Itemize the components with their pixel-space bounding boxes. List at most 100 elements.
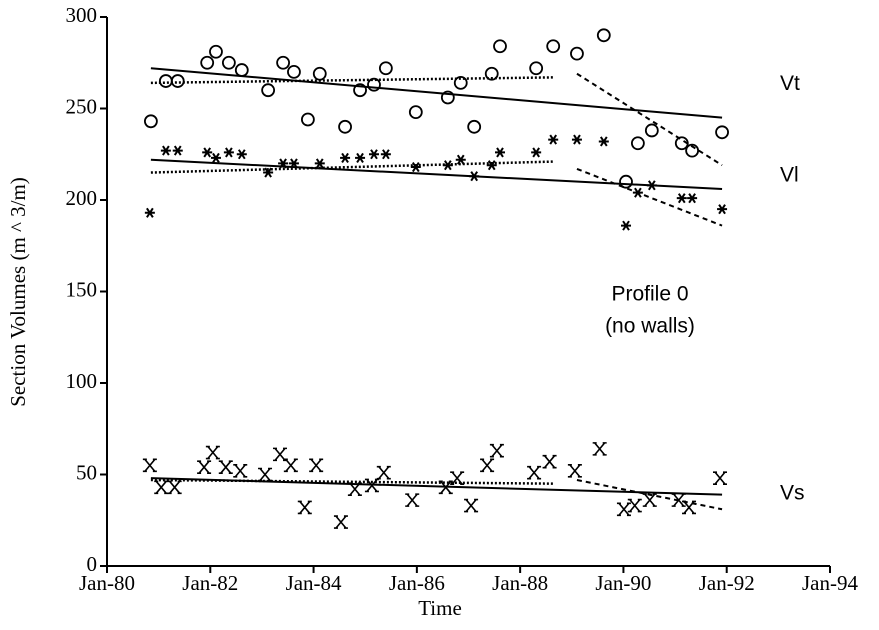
point <box>261 83 276 98</box>
point <box>480 458 495 473</box>
point <box>276 55 291 70</box>
point <box>598 136 609 147</box>
point <box>263 167 274 178</box>
point <box>455 154 466 165</box>
series-label: Vt <box>780 72 800 95</box>
y-tick-label: 0 <box>87 552 98 576</box>
point <box>376 465 391 480</box>
point <box>644 123 659 138</box>
point <box>202 147 213 158</box>
point <box>627 498 642 513</box>
point <box>160 145 171 156</box>
point <box>642 493 657 507</box>
trend-line <box>150 67 723 119</box>
x-tick-label: Jan-82 <box>182 571 238 595</box>
point <box>486 160 497 171</box>
trend-line <box>150 160 554 174</box>
point <box>531 147 542 158</box>
point <box>154 480 169 495</box>
point <box>205 445 220 460</box>
x-tick-label: Jan-86 <box>389 571 445 595</box>
point <box>380 149 391 160</box>
point <box>570 46 584 61</box>
point <box>527 465 542 480</box>
point <box>450 471 465 485</box>
point <box>200 55 215 70</box>
point <box>236 149 247 160</box>
point <box>368 149 379 160</box>
x-tick-label: Jan-84 <box>286 571 342 595</box>
point <box>221 55 236 70</box>
point <box>592 442 607 456</box>
point <box>167 480 182 495</box>
y-tick-label: 250 <box>66 94 98 118</box>
point <box>687 193 698 204</box>
point <box>333 515 348 529</box>
point <box>142 458 157 473</box>
trend-line <box>150 158 723 191</box>
trend-line <box>150 478 554 485</box>
point <box>571 134 582 145</box>
point <box>630 136 645 151</box>
point <box>495 147 506 158</box>
x-tick-label: Jan-90 <box>595 571 651 595</box>
trend-line <box>576 72 723 167</box>
trend-line <box>576 167 723 227</box>
x-tick-label: Jan-94 <box>802 571 858 595</box>
point <box>297 500 312 515</box>
point <box>210 152 221 163</box>
point <box>542 454 557 469</box>
series-label: Vl <box>780 163 799 186</box>
y-axis-label: Section Volumes (m ^ 3/m) <box>6 177 30 407</box>
point <box>158 74 173 88</box>
trend-line <box>150 76 554 85</box>
point <box>717 204 728 215</box>
annotation: (no walls) <box>605 315 695 338</box>
point <box>715 125 729 140</box>
x-axis-label: Time <box>418 596 462 620</box>
point <box>172 145 183 156</box>
point <box>408 105 423 120</box>
point <box>218 460 233 474</box>
point <box>676 193 687 204</box>
point <box>484 66 499 81</box>
point <box>616 502 631 517</box>
point <box>489 443 504 458</box>
point <box>340 152 351 163</box>
point <box>209 44 223 59</box>
point <box>234 63 249 77</box>
y-tick-label: 150 <box>66 277 98 301</box>
trend-line <box>150 477 723 496</box>
point <box>596 28 611 43</box>
annotation: Profile 0 <box>611 283 688 306</box>
point <box>546 39 561 54</box>
point <box>621 220 632 231</box>
point <box>353 83 367 98</box>
trend-line <box>576 479 723 511</box>
point <box>529 61 544 76</box>
point <box>467 119 482 134</box>
point <box>287 65 301 79</box>
point <box>144 207 155 218</box>
point <box>685 143 700 158</box>
x-tick-label: Jan-92 <box>699 571 755 595</box>
point <box>355 152 366 163</box>
point <box>338 119 352 134</box>
y-tick-label: 300 <box>66 3 98 27</box>
y-tick-label: 200 <box>66 186 98 210</box>
point <box>273 447 288 462</box>
point <box>453 75 468 90</box>
x-tick-label: Jan-88 <box>492 571 548 595</box>
point <box>410 162 421 173</box>
point <box>367 77 381 92</box>
point <box>300 112 315 127</box>
point <box>619 174 633 189</box>
point <box>312 66 327 81</box>
point <box>283 458 298 473</box>
series-label: Vs <box>780 482 805 505</box>
point <box>258 467 273 482</box>
point <box>378 61 393 76</box>
point <box>143 114 158 129</box>
point <box>567 464 582 478</box>
